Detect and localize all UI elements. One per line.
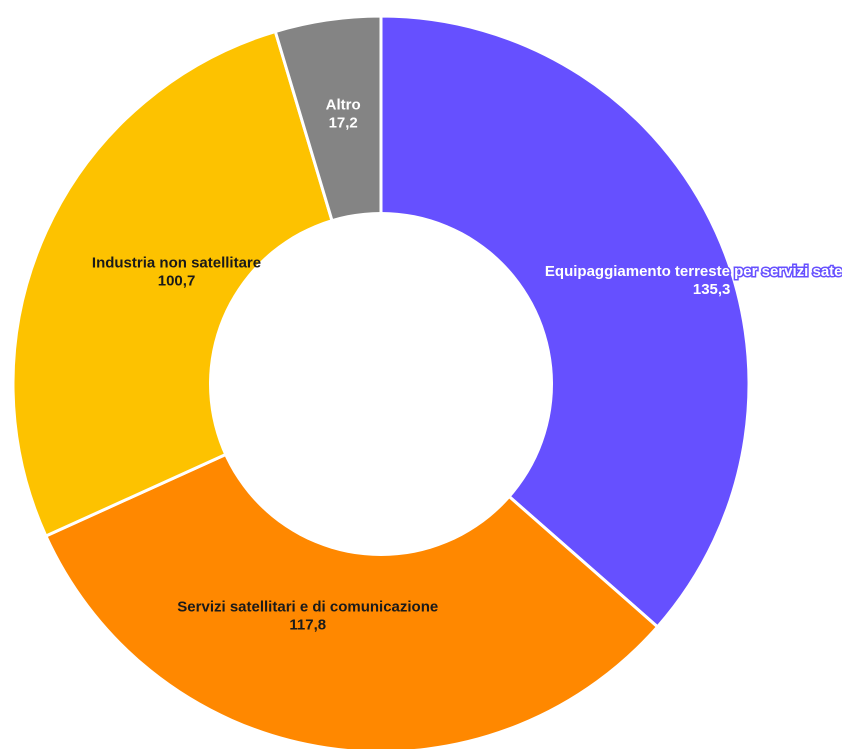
value-label: 100,7 <box>158 273 196 290</box>
label-servizi-satellitari-e-di-comunicazione: Servizi satellitari e di comunicazione11… <box>177 598 438 633</box>
slice-servizi-satellitari-e-di-comunicazione <box>44 382 660 749</box>
category-label: Equipaggiamento terreste per servizi sat… <box>545 263 842 280</box>
donut-hole <box>209 212 553 556</box>
slice-equipaggiamento-terreste-per-servizi-satellitari <box>379 14 751 629</box>
category-label: Altro <box>326 97 361 114</box>
value-label: 135,3 <box>693 281 731 298</box>
value-label: 17,2 <box>329 115 358 132</box>
slice-labels: Equipaggiamento terreste per servizi sat… <box>92 97 842 634</box>
value-label: 117,8 <box>289 616 326 633</box>
label-equipaggiamento-terreste-per-servizi-satellitari: Equipaggiamento terreste per servizi sat… <box>543 261 842 299</box>
category-label: Servizi satellitari e di comunicazione <box>177 598 438 615</box>
category-label: Industria non satellitare <box>92 255 261 272</box>
